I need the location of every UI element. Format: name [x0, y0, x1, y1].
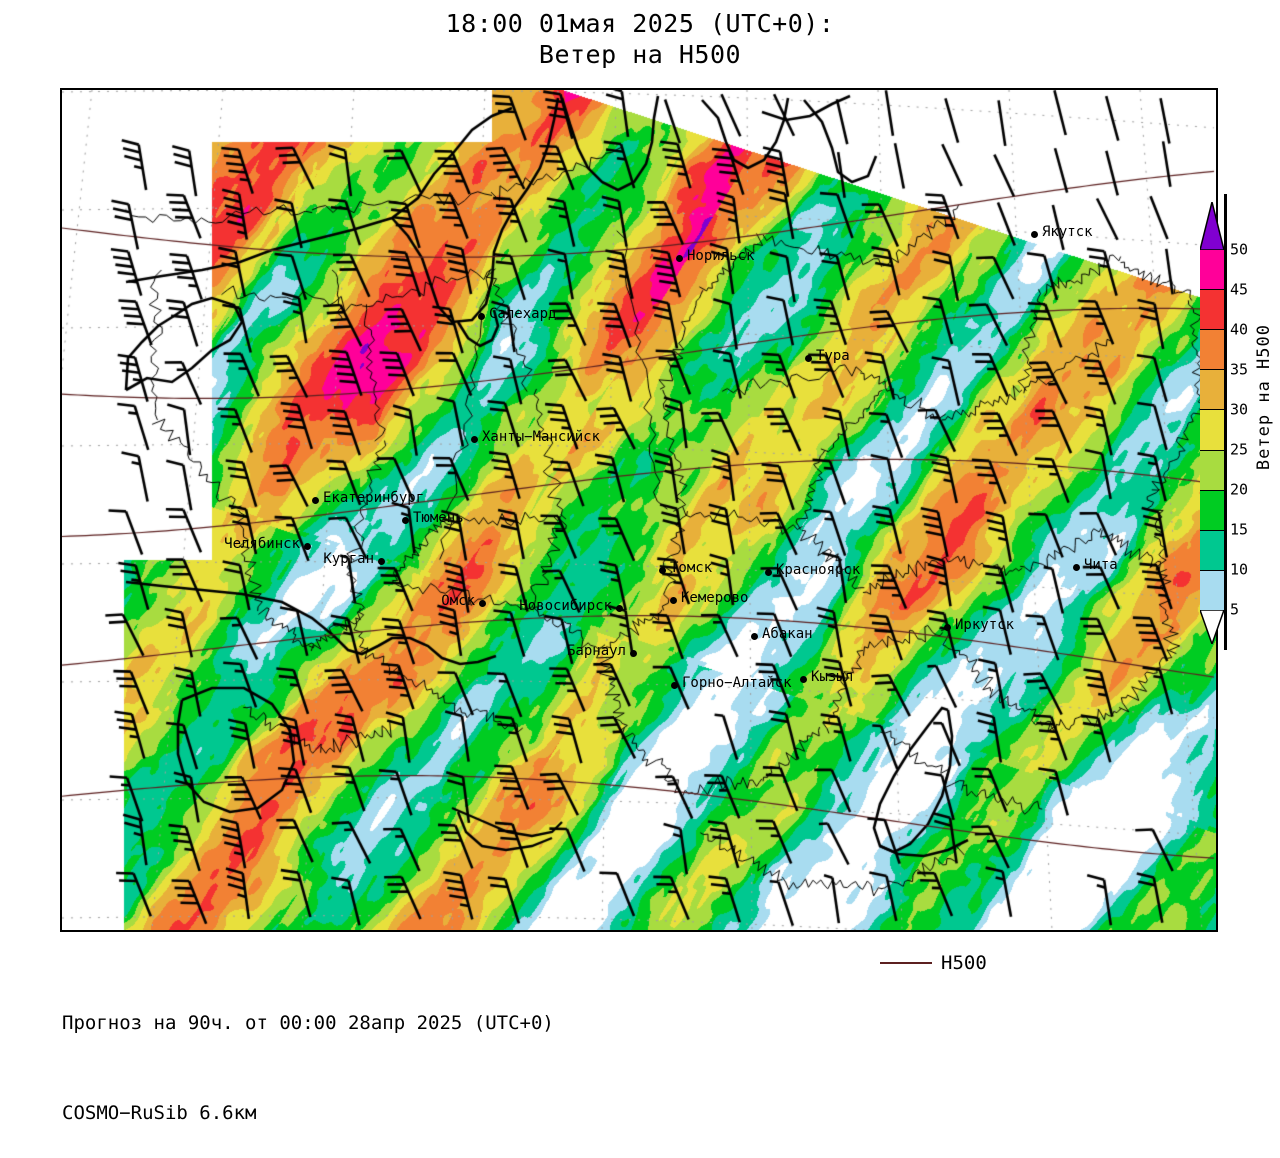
legend-h500-label: H500 — [941, 952, 987, 974]
colorbar-gradient — [1200, 250, 1224, 610]
colorbar-tick-25: 25 — [1230, 440, 1249, 459]
colorbar-segment — [1200, 289, 1224, 330]
colorbar-tick-40: 40 — [1230, 320, 1249, 339]
colorbar-tick-20: 20 — [1230, 480, 1249, 499]
colorbar-tick-45: 45 — [1230, 280, 1249, 299]
colorbar-under-arrow — [1200, 610, 1224, 644]
colorbar-title: Ветер на H500 — [1254, 324, 1274, 471]
page-title: 18:00 01мая 2025 (UTC+0): Ветер на H500 — [0, 8, 1280, 70]
colorbar-segment — [1200, 569, 1224, 610]
colorbar-tick-15: 15 — [1230, 520, 1249, 539]
colorbar: 50 45 40 35 30 25 20 15 10 5 Ветер на H500 — [1196, 194, 1280, 650]
weather-map[interactable]: Якутск Норильск Тура Салехард Ханты−Мансийск… — [60, 88, 1218, 932]
footer: Прогноз на 90ч. от 00:00 28апр 2025 (UTC… — [62, 948, 554, 1158]
colorbar-segment — [1200, 489, 1224, 530]
colorbar-tick-50: 50 — [1230, 240, 1249, 259]
colorbar-segment — [1200, 529, 1224, 570]
map-raster — [62, 90, 1216, 930]
colorbar-segment — [1200, 409, 1224, 450]
legend-h500: H500 — [880, 952, 987, 974]
title-line-valid-time: 18:00 01мая 2025 (UTC+0): — [445, 9, 835, 38]
colorbar-segment — [1200, 369, 1224, 410]
colorbar-segment — [1200, 329, 1224, 370]
colorbar-tick-30: 30 — [1230, 400, 1249, 419]
colorbar-axis-line — [1224, 194, 1227, 650]
colorbar-tick-10: 10 — [1230, 560, 1249, 579]
footer-model-line: COSMO−RuSib 6.6км — [62, 1102, 257, 1124]
title-line-variable: Ветер на H500 — [538, 40, 742, 69]
colorbar-segment — [1200, 449, 1224, 490]
colorbar-over-arrow — [1200, 202, 1224, 250]
colorbar-tick-5: 5 — [1230, 600, 1240, 619]
colorbar-over-arrow-outline — [1200, 202, 1224, 250]
colorbar-tick-35: 35 — [1230, 360, 1249, 379]
h500-contour-line-swatch — [880, 962, 932, 964]
footer-forecast-line: Прогноз на 90ч. от 00:00 28апр 2025 (UTC… — [62, 1012, 554, 1034]
colorbar-segment — [1200, 250, 1224, 290]
